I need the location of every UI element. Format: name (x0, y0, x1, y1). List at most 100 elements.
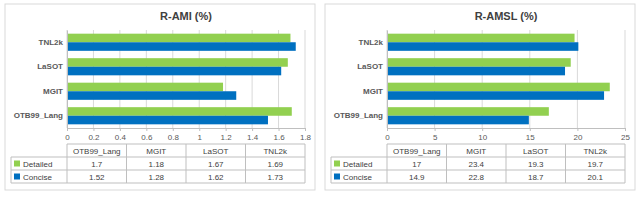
x-tick: 1 (197, 128, 202, 142)
x-tick-label: 10 (478, 133, 487, 142)
table-value: 1.73 (267, 173, 283, 182)
x-tick-label: 1.6 (273, 133, 285, 142)
x-tick: 1.6 (273, 128, 285, 142)
x-tick: 15 (526, 128, 535, 142)
x-tick-mark (482, 128, 483, 131)
x-tick-label: 20 (573, 133, 582, 142)
bars (67, 34, 296, 125)
x-tick-mark (530, 128, 531, 131)
bar (67, 91, 236, 100)
y-axis-line (387, 31, 388, 129)
x-tick: 20 (573, 128, 582, 142)
legend-swatch (14, 161, 20, 167)
x-tick-label: 1.8 (300, 133, 312, 142)
table-header: MGIT (146, 147, 166, 156)
table-rule (387, 144, 388, 183)
y-tick: MGIT (43, 87, 67, 96)
table-value: 1.18 (148, 160, 164, 169)
table-value: 23.4 (468, 160, 484, 169)
x-tick: 1.4 (247, 128, 259, 142)
bar (387, 34, 575, 43)
table-header: TNL2k (263, 147, 288, 156)
legend-swatch (334, 161, 340, 167)
chart-title: R-AMSL (%) (475, 10, 538, 22)
table-value: 1.69 (267, 160, 283, 169)
bar (387, 116, 529, 125)
table-value: 14.9 (409, 173, 425, 182)
grid-line (625, 30, 626, 128)
table-rule (186, 144, 187, 183)
table-rule (331, 183, 625, 184)
table-value: 1.62 (208, 173, 224, 182)
x-tick: 0 (65, 128, 70, 142)
x-tick-mark (435, 128, 436, 131)
table-value: 18.7 (528, 173, 544, 182)
x-tick-label: 0.6 (141, 133, 153, 142)
bar (67, 107, 292, 116)
category-label: TNL2k (39, 38, 64, 47)
bar (387, 107, 549, 116)
chart-frame (5, 4, 315, 190)
bar (387, 83, 610, 92)
table-value: 22.8 (468, 173, 484, 182)
table-rule (11, 157, 305, 158)
table-rule (67, 144, 68, 183)
x-tick-mark (173, 128, 174, 131)
table-rule (625, 144, 626, 183)
x-tick-label: 5 (433, 133, 438, 142)
category-label: OTB99_Lang (334, 111, 383, 120)
grid (67, 30, 305, 128)
bars (387, 34, 610, 125)
table-header: OTB99_Lang (73, 147, 121, 156)
bar (67, 34, 290, 43)
x-tick: 5 (433, 128, 438, 142)
x-axis-line (388, 129, 626, 132)
table-rule (446, 144, 447, 183)
x-tick-mark (279, 128, 280, 131)
table-rule (11, 170, 305, 171)
table-rule (331, 157, 332, 183)
x-tick-mark (625, 128, 626, 131)
legend-swatch (14, 174, 20, 180)
table-value: 1.52 (89, 173, 105, 182)
x-tick-mark (252, 128, 253, 131)
grid-line (387, 30, 388, 128)
chart: R-AMI (%)00.20.40.60.811.21.41.61.8OTB99… (5, 4, 315, 190)
x-tick: 0.2 (88, 128, 100, 142)
x-tick-mark (120, 128, 121, 131)
x-tick-label: 0.2 (88, 133, 100, 142)
x-axis-line (68, 129, 306, 132)
x-tick-label: 0.4 (115, 133, 127, 142)
table-rule (305, 144, 306, 183)
grid-line (305, 30, 306, 128)
x-tick-label: 0 (65, 133, 70, 142)
category-label: TNL2k (359, 38, 384, 47)
bar (67, 83, 223, 92)
table-value: 1.7 (91, 160, 103, 169)
table-value: 1.28 (148, 173, 164, 182)
y-axis: OTB99_LangMGITLaSOTTNL2k (334, 31, 388, 129)
y-tick: TNL2k (39, 38, 67, 47)
x-tick: 25 (621, 128, 630, 142)
y-tick: OTB99_Lang (14, 111, 67, 120)
table-value: 19.7 (587, 160, 603, 169)
x-axis: 00.20.40.60.811.21.41.61.8 (65, 128, 311, 142)
table-value: 20.1 (587, 173, 603, 182)
table-header: MGIT (466, 147, 486, 156)
legend-label: Concise (343, 173, 372, 182)
table-value: 17 (412, 160, 421, 169)
bar (387, 58, 571, 67)
x-tick: 10 (478, 128, 487, 142)
data-table: OTB99_LangMGITLaSOTTNL2kDetailed1723.419… (331, 144, 625, 183)
table-rule (11, 183, 305, 184)
chart: R-AMSL (%) 0 5 10 15 20 25 OTB99_Lang MGIT LaSOT T… (325, 4, 635, 190)
y-tick: TNL2k (359, 38, 387, 47)
table-header: LaSOT (523, 147, 548, 156)
y-tick: OTB99_Lang (334, 111, 387, 120)
legend-label: Detailed (23, 160, 52, 169)
x-tick-label: 15 (526, 133, 535, 142)
y-tick: LaSOT (357, 62, 387, 71)
x-tick-label: 25 (621, 133, 630, 142)
table-header: OTB99_Lang (393, 147, 441, 156)
x-tick-label: 0 (385, 133, 390, 142)
